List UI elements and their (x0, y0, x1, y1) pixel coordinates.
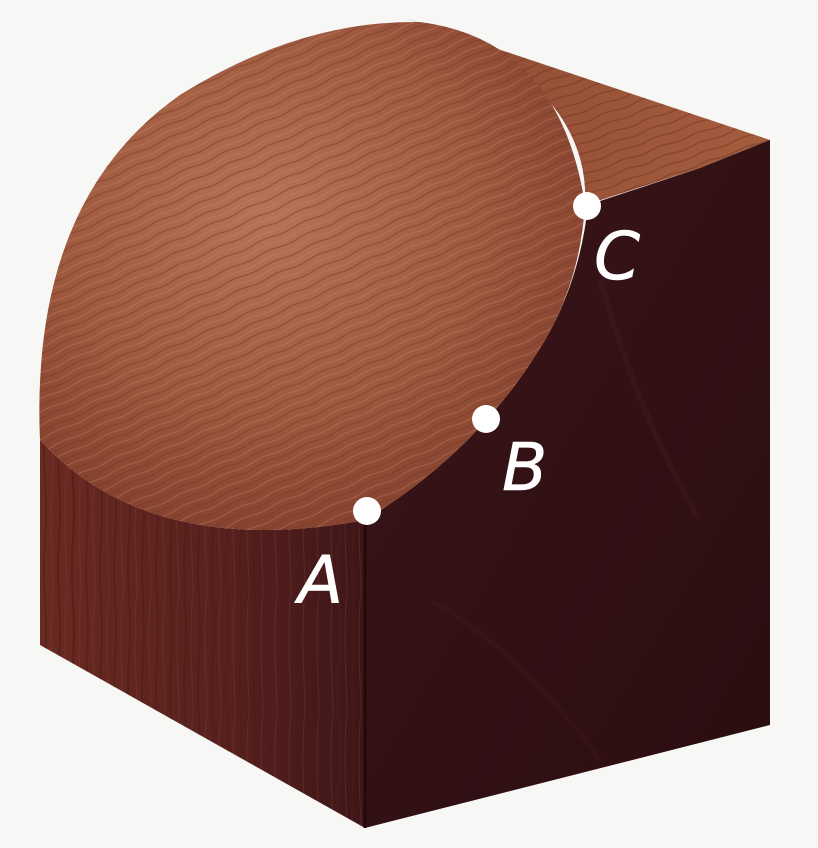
point-c-label: C (594, 218, 640, 295)
point-a: A (294, 497, 381, 619)
block-left-face (40, 440, 365, 828)
point-a-marker (353, 497, 381, 525)
point-b-label: B (502, 429, 547, 506)
point-b: B (472, 405, 548, 506)
block-right-face (365, 140, 770, 828)
point-a-label: A (294, 542, 343, 619)
block-top-back (405, 18, 770, 205)
point-c-marker (573, 192, 601, 220)
curved-cut-face (39, 21, 585, 530)
point-c: C (573, 192, 640, 295)
point-b-marker (472, 405, 500, 433)
